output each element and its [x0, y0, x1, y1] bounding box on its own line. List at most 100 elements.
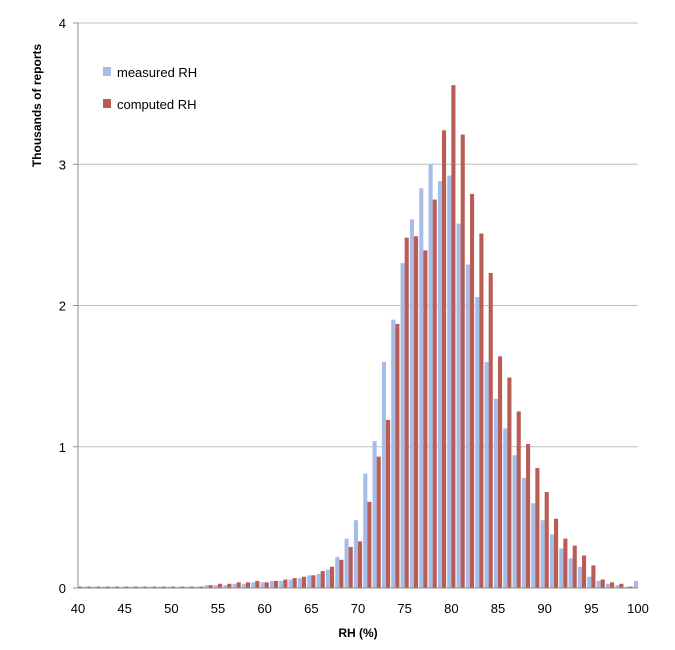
- bar-computed-69: [348, 547, 353, 588]
- bar-computed-54: [208, 585, 213, 588]
- legend-label-computed: computed RH: [117, 97, 196, 112]
- x-tick-label-95: 95: [584, 601, 598, 616]
- bar-computed-45: [124, 586, 129, 588]
- bar-computed-91: [554, 518, 559, 588]
- bar-measured-78: [428, 164, 433, 588]
- bar-measured-44: [111, 586, 116, 588]
- x-tick-label-50: 50: [164, 601, 178, 616]
- bar-measured-79: [437, 181, 442, 588]
- legend-label-measured: measured RH: [117, 65, 197, 80]
- bar-measured-60: [260, 582, 265, 588]
- bar-measured-88: [521, 477, 526, 588]
- bar-computed-97: [610, 582, 615, 588]
- bar-computed-66: [320, 571, 325, 588]
- bar-measured-57: [232, 583, 237, 588]
- x-axis-title: RH (%): [338, 626, 377, 640]
- bar-measured-59: [251, 582, 256, 588]
- bar-measured-72: [372, 441, 377, 588]
- bar-computed-51: [180, 586, 185, 588]
- bar-measured-52: [185, 586, 190, 588]
- bars-layer: [78, 85, 638, 589]
- grid-layer: [78, 22, 638, 448]
- bar-measured-62: [279, 580, 284, 588]
- y-tick-label-2: 2: [59, 299, 66, 314]
- bar-computed-70: [358, 541, 363, 588]
- x-tick-label-90: 90: [537, 601, 551, 616]
- bar-measured-61: [269, 580, 274, 588]
- bar-measured-70: [353, 520, 358, 588]
- y-axis-title: Thousands of reports: [30, 44, 44, 168]
- x-tick-label-100: 100: [627, 601, 649, 616]
- bar-measured-84: [484, 362, 489, 588]
- bar-computed-81: [460, 134, 465, 588]
- bar-computed-41: [87, 586, 92, 588]
- bar-measured-77: [419, 188, 424, 588]
- bar-computed-56: [227, 583, 232, 588]
- bar-computed-55: [218, 583, 223, 588]
- bar-computed-72: [376, 456, 381, 588]
- bar-computed-63: [292, 578, 297, 588]
- bar-computed-79: [442, 130, 447, 588]
- bar-computed-50: [171, 586, 176, 588]
- bar-computed-48: [152, 586, 157, 588]
- bar-computed-77: [423, 250, 428, 588]
- bar-measured-81: [456, 223, 461, 588]
- bar-measured-74: [391, 319, 396, 589]
- bar-measured-46: [129, 586, 134, 588]
- bar-computed-82: [470, 193, 475, 588]
- bar-computed-49: [162, 586, 167, 588]
- bar-computed-53: [199, 586, 204, 588]
- x-tick-label-85: 85: [491, 601, 505, 616]
- bar-measured-48: [148, 586, 153, 588]
- bar-measured-67: [325, 569, 330, 588]
- bar-measured-43: [101, 586, 106, 588]
- bar-measured-82: [465, 264, 470, 588]
- bar-computed-59: [255, 580, 260, 588]
- x-tick-label-70: 70: [351, 601, 365, 616]
- bar-measured-71: [363, 473, 368, 588]
- bar-measured-83: [475, 297, 480, 588]
- bar-computed-76: [414, 236, 419, 589]
- y-tick-label-4: 4: [59, 16, 66, 31]
- bar-computed-68: [339, 559, 344, 588]
- bar-computed-86: [507, 377, 512, 588]
- bar-measured-64: [297, 578, 302, 588]
- bar-measured-93: [568, 558, 573, 588]
- bar-computed-60: [264, 582, 269, 588]
- bar-computed-98: [619, 583, 624, 588]
- bar-computed-80: [451, 85, 456, 589]
- bar-measured-76: [409, 219, 414, 588]
- x-tick-label-80: 80: [444, 601, 458, 616]
- bar-measured-55: [213, 585, 218, 588]
- bar-computed-62: [283, 579, 288, 588]
- bar-computed-85: [498, 356, 503, 588]
- bar-computed-46: [134, 586, 139, 588]
- bar-measured-56: [223, 585, 228, 588]
- bar-measured-99: [624, 586, 629, 588]
- bar-measured-69: [344, 538, 349, 588]
- bar-measured-96: [596, 580, 601, 588]
- bar-measured-98: [615, 585, 620, 588]
- x-tick-label-45: 45: [117, 601, 131, 616]
- bar-computed-52: [190, 586, 195, 588]
- bar-measured-47: [139, 586, 144, 588]
- bar-computed-90: [544, 491, 549, 588]
- bar-computed-84: [488, 273, 493, 588]
- axis-layer: 0 1 2 3 4 40 45 50 55 60 65 70 75 80 85 90 95 100: [59, 16, 649, 616]
- bar-measured-80: [447, 175, 452, 589]
- y-tick-label-0: 0: [59, 581, 66, 596]
- bar-measured-68: [335, 556, 340, 588]
- bar-measured-51: [176, 586, 181, 588]
- bar-computed-61: [274, 580, 279, 588]
- bar-computed-88: [526, 443, 531, 588]
- bar-measured-65: [307, 575, 312, 588]
- bar-computed-92: [563, 538, 568, 588]
- bar-measured-73: [381, 362, 386, 588]
- bar-computed-99: [628, 586, 633, 588]
- bar-computed-96: [600, 579, 605, 588]
- bar-measured-95: [587, 576, 592, 588]
- legend-swatch-computed: [103, 99, 111, 108]
- bar-computed-87: [516, 411, 521, 588]
